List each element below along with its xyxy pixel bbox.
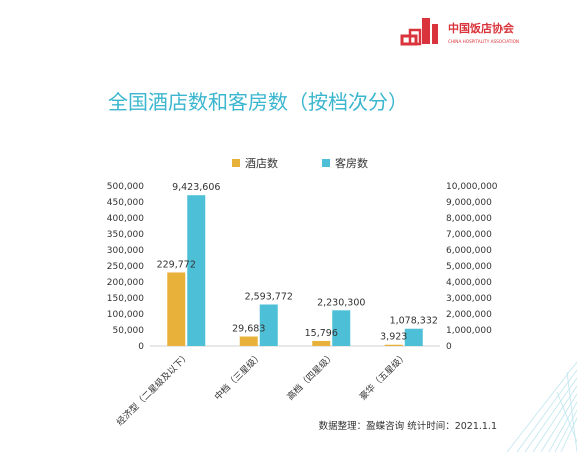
legend-label-1: 客房数 — [335, 156, 368, 170]
bar-hotels-3 — [384, 344, 403, 346]
y-left-tick-label: 50,000 — [113, 326, 145, 336]
y-left-tick-label: 0 — [138, 342, 144, 352]
y-right-tick-label: 8,000,000 — [446, 214, 492, 224]
decorative-lines — [506, 361, 577, 452]
chart-labels: 229,772 29,683 15,796 3,923 9,423,606 2,593,7… — [157, 182, 438, 343]
bar-rooms-1 — [259, 304, 278, 346]
data-label-rooms-2: 2,230,300 — [317, 297, 365, 308]
bar-hotels-0 — [167, 272, 186, 346]
y-left-tick-label: 300,000 — [107, 246, 144, 256]
y-right-tick-label: 4,000,000 — [446, 278, 492, 288]
data-label-hotels-2: 15,796 — [305, 328, 338, 339]
chart-bars — [167, 195, 423, 346]
bar-rooms-3 — [404, 328, 423, 346]
legend-swatch-0 — [232, 159, 240, 167]
chart-axes: 0 50,000 100,000 150,000 200,000 250,000 300,0… — [107, 182, 498, 428]
data-label-rooms-1: 2,593,772 — [245, 291, 293, 302]
y-right-tick-label: 6,000,000 — [446, 246, 492, 256]
category-label-2: 高档（四星级） — [284, 350, 337, 403]
logo-mark-icon — [400, 18, 438, 46]
page-title: 全国酒店数和客房数（按档次分） — [108, 90, 408, 114]
data-label-hotels-0: 229,772 — [157, 259, 196, 270]
y-right-tick-label: 5,000,000 — [446, 262, 492, 272]
y-left-tick-label: 400,000 — [107, 214, 144, 224]
logo-name-en: CHINA HOSPITALITY ASSOCIATION — [448, 39, 519, 44]
y-right-tick-label: 3,000,000 — [446, 294, 492, 304]
source-note: 数据整理：盈蝶咨询 统计时间：2021.1.1 — [318, 421, 497, 432]
category-label-0: 经济型（二星级及以下） — [114, 350, 192, 428]
bar-hotels-1 — [239, 336, 258, 346]
bar-rooms-0 — [187, 195, 206, 346]
category-label-3: 豪华（五星级） — [357, 350, 410, 403]
y-left-tick-label: 250,000 — [107, 262, 144, 272]
logo-name-cn: 中国饭店协会 — [448, 21, 515, 35]
data-label-hotels-3: 3,923 — [380, 332, 407, 343]
bar-hotels-2 — [312, 340, 331, 346]
legend-label-0: 酒店数 — [245, 156, 278, 170]
y-left-tick-label: 450,000 — [107, 198, 144, 208]
legend-swatch-1 — [322, 159, 330, 167]
y-right-tick-label: 2,000,000 — [446, 310, 492, 320]
data-label-hotels-1: 29,683 — [232, 324, 265, 335]
y-left-tick-label: 500,000 — [107, 182, 144, 192]
y-left-tick-label: 150,000 — [107, 294, 144, 304]
y-right-tick-label: 7,000,000 — [446, 230, 492, 240]
y-right-tick-label: 9,000,000 — [446, 198, 492, 208]
y-left-tick-label: 100,000 — [107, 310, 144, 320]
y-right-tick-label: 10,000,000 — [446, 182, 498, 192]
data-label-rooms-3: 1,078,332 — [390, 316, 438, 327]
y-left-tick-label: 350,000 — [107, 230, 144, 240]
y-right-tick-label: 1,000,000 — [446, 326, 492, 336]
y-left-tick-label: 200,000 — [107, 278, 144, 288]
category-label-1: 中档（三星级） — [212, 350, 265, 403]
bar-rooms-2 — [332, 310, 351, 346]
y-right-tick-label: 0 — [446, 342, 452, 352]
data-label-rooms-0: 9,423,606 — [172, 182, 220, 193]
chart-legend: 酒店数 客房数 — [232, 156, 368, 170]
logo: 中国饭店协会 CHINA HOSPITALITY ASSOCIATION — [400, 14, 570, 50]
